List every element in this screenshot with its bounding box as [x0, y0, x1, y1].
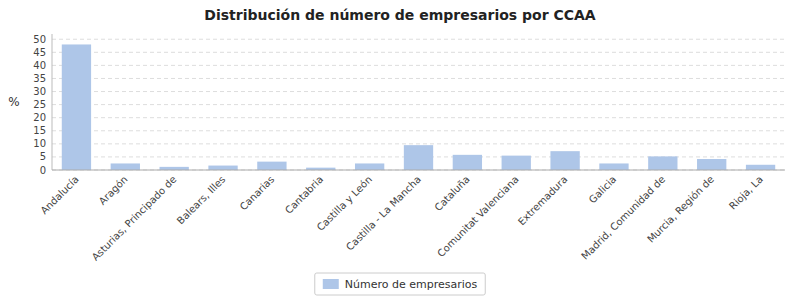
grid-line	[52, 143, 785, 144]
y-axis-line	[52, 34, 53, 170]
bar	[502, 156, 531, 170]
grid-line	[52, 39, 785, 40]
y-tick-label: 35	[33, 73, 46, 84]
bar	[697, 159, 726, 170]
y-axis-label: %	[8, 95, 19, 109]
chart-container: Distribución de número de empresarios po…	[0, 0, 800, 300]
x-tick-label: Balears, Illes	[175, 174, 228, 227]
grid-line	[52, 117, 785, 118]
x-tick-label: Cantabria	[283, 174, 325, 216]
y-tick-label: 10	[33, 138, 46, 149]
y-tick-label: 50	[33, 34, 46, 45]
x-tick-label: Madrid, Comunidad de	[579, 174, 667, 262]
y-tick-label: 30	[33, 86, 46, 97]
bar	[62, 44, 91, 170]
grid-line	[52, 130, 785, 131]
y-tick-label: 15	[33, 125, 46, 136]
bar	[208, 166, 237, 170]
grid-line	[52, 170, 785, 171]
x-tick-label: Asturias, Principado de	[90, 174, 179, 263]
bar	[746, 165, 775, 170]
x-tick-label: Murcia, Región de	[645, 174, 716, 245]
grid-line	[52, 52, 785, 53]
bar	[404, 145, 433, 170]
y-tick-label: 40	[33, 60, 46, 71]
x-tick-label: Comunitat Valenciana	[435, 174, 520, 259]
grid-line	[52, 91, 785, 92]
y-tick-label: 20	[33, 112, 46, 123]
y-tick-label: 5	[40, 151, 46, 162]
bar	[648, 156, 677, 170]
grid-line	[52, 78, 785, 79]
bar	[111, 163, 140, 170]
x-tick-label: Andalucía	[38, 174, 81, 217]
x-tick-label: Rioja, La	[727, 174, 765, 212]
bar	[550, 151, 579, 170]
chart-svg: Distribución de número de empresarios po…	[0, 0, 800, 300]
bar	[355, 163, 384, 170]
chart-title: Distribución de número de empresarios po…	[204, 7, 596, 23]
y-tick-label: 45	[33, 47, 46, 58]
legend: Número de empresarios	[315, 273, 485, 295]
x-tick-label: Extremadura	[516, 174, 570, 228]
x-tick-label: Cataluña	[432, 174, 471, 213]
y-tick-label: 0	[40, 165, 46, 176]
y-tick-label: 25	[33, 99, 46, 110]
x-tick-label: Galicia	[587, 174, 619, 206]
x-tick-label: Canarias	[238, 174, 277, 213]
x-axis-line	[52, 170, 785, 171]
legend-label: Número de empresarios	[345, 278, 478, 291]
grid-line	[52, 65, 785, 66]
x-tick-label: Castilla - La Mancha	[344, 174, 423, 253]
bar	[453, 155, 482, 170]
grid	[52, 39, 785, 170]
bar	[257, 162, 286, 170]
legend-frame	[315, 273, 485, 295]
x-tick-label: Aragón	[97, 174, 130, 207]
bar	[599, 163, 628, 170]
legend-swatch	[323, 279, 339, 289]
bars	[62, 44, 775, 170]
grid-line	[52, 104, 785, 105]
